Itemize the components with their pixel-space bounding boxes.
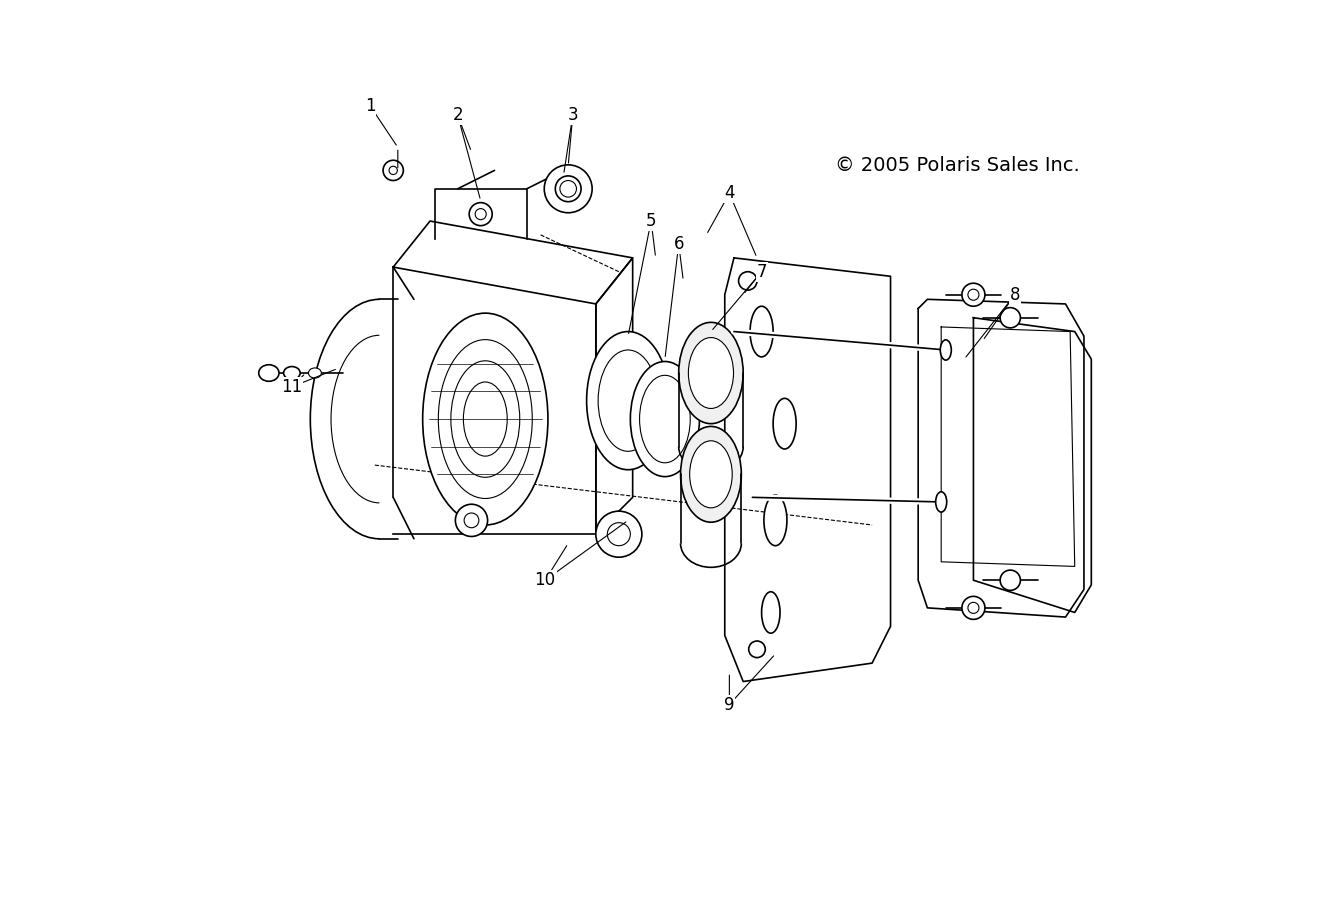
Ellipse shape xyxy=(544,165,592,213)
Text: 8: 8 xyxy=(1010,286,1020,304)
Ellipse shape xyxy=(1000,308,1020,328)
Ellipse shape xyxy=(1000,570,1020,590)
Ellipse shape xyxy=(961,284,986,307)
Ellipse shape xyxy=(936,492,947,512)
Text: 7: 7 xyxy=(757,262,767,281)
Ellipse shape xyxy=(599,350,657,451)
Ellipse shape xyxy=(465,513,479,528)
Ellipse shape xyxy=(258,365,279,381)
Text: 10: 10 xyxy=(534,571,556,589)
Text: 4: 4 xyxy=(724,184,735,203)
Ellipse shape xyxy=(451,361,520,477)
Ellipse shape xyxy=(475,209,486,220)
Ellipse shape xyxy=(586,332,670,470)
Text: 2: 2 xyxy=(453,106,463,124)
Text: 9: 9 xyxy=(724,695,735,714)
Ellipse shape xyxy=(631,361,699,477)
Text: 1: 1 xyxy=(364,97,375,115)
Ellipse shape xyxy=(383,160,403,181)
Ellipse shape xyxy=(679,322,743,424)
Ellipse shape xyxy=(469,203,493,226)
Ellipse shape xyxy=(750,306,773,357)
Ellipse shape xyxy=(308,368,321,379)
Ellipse shape xyxy=(560,181,577,197)
Ellipse shape xyxy=(284,367,300,379)
Text: 11: 11 xyxy=(281,378,303,396)
Ellipse shape xyxy=(690,441,732,507)
Ellipse shape xyxy=(688,338,734,409)
Ellipse shape xyxy=(762,591,781,634)
Ellipse shape xyxy=(968,289,979,300)
Text: 5: 5 xyxy=(645,212,656,230)
Ellipse shape xyxy=(739,272,757,290)
Ellipse shape xyxy=(463,382,507,456)
Ellipse shape xyxy=(596,511,641,557)
Ellipse shape xyxy=(390,167,398,175)
Ellipse shape xyxy=(556,176,581,202)
Ellipse shape xyxy=(961,597,986,619)
Text: 3: 3 xyxy=(568,106,578,124)
Ellipse shape xyxy=(438,340,533,498)
Ellipse shape xyxy=(680,426,742,522)
Text: 6: 6 xyxy=(674,235,684,253)
Text: © 2005 Polaris Sales Inc.: © 2005 Polaris Sales Inc. xyxy=(836,157,1081,175)
Ellipse shape xyxy=(749,641,766,658)
Ellipse shape xyxy=(455,505,487,536)
Ellipse shape xyxy=(773,398,797,449)
Ellipse shape xyxy=(608,523,631,545)
Ellipse shape xyxy=(968,602,979,613)
Ellipse shape xyxy=(765,495,787,545)
Ellipse shape xyxy=(640,376,690,462)
Ellipse shape xyxy=(940,340,951,360)
Ellipse shape xyxy=(423,313,548,525)
